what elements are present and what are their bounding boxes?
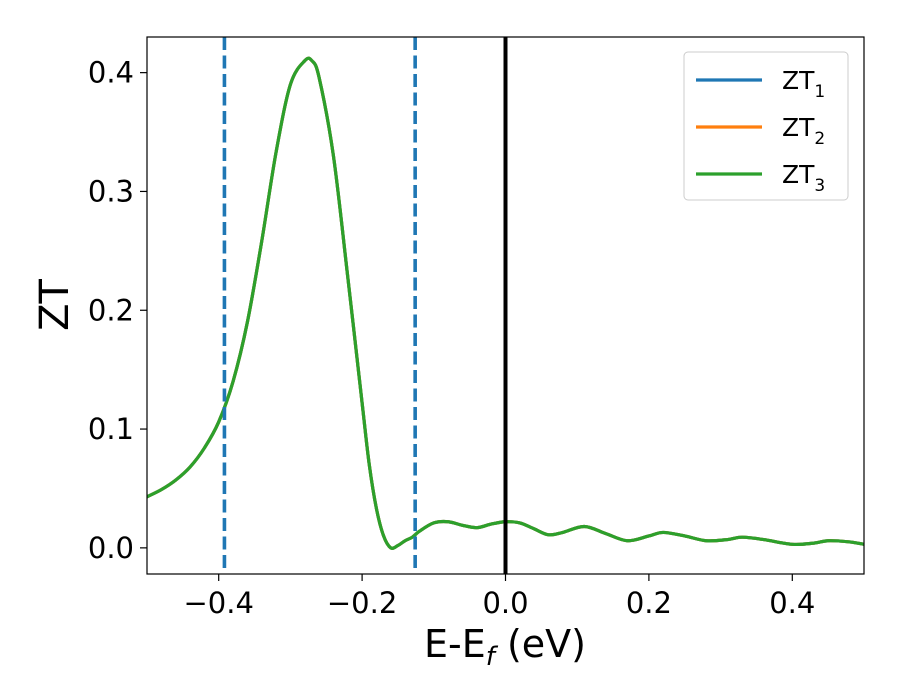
x-tick-label: −0.2: [327, 586, 397, 620]
y-tick-label: 0.1: [88, 412, 134, 446]
legend-label-sub: 3: [814, 176, 825, 196]
y-axis-label: ZT: [32, 279, 78, 331]
x-axis-label-main: E-E: [424, 622, 486, 666]
legend-label-main: ZT: [782, 66, 815, 95]
x-axis-label: E-Ef (eV): [424, 622, 586, 672]
y-tick-label: 0.2: [88, 293, 134, 327]
y-axis: 0.0 0.1 0.2 0.3 0.4: [88, 56, 147, 565]
legend-label-main: ZT: [782, 160, 815, 189]
x-tick-label: 0.4: [769, 586, 815, 620]
legend-label-main: ZT: [782, 113, 815, 142]
x-axis: −0.4 −0.2 0.0 0.2 0.4: [183, 574, 815, 620]
x-axis-label-suffix: (eV): [495, 622, 586, 666]
legend-label-sub: 1: [814, 82, 825, 102]
x-tick-label: 0.2: [626, 586, 672, 620]
x-tick-label: −0.4: [183, 586, 253, 620]
legend-label-zt3: ZT3: [782, 160, 825, 196]
series-line-zt3: [147, 56, 864, 550]
legend-label-zt2: ZT2: [782, 113, 825, 149]
y-tick-label: 0.3: [88, 174, 134, 208]
legend-label-sub: 2: [814, 129, 825, 149]
y-tick-label: 0.0: [88, 531, 134, 565]
plot-area: [147, 37, 864, 574]
x-tick-label: 0.0: [482, 586, 528, 620]
legend-label-zt1: ZT1: [782, 66, 825, 102]
legend-frame: [683, 51, 849, 201]
y-tick-label: 0.4: [88, 56, 134, 90]
